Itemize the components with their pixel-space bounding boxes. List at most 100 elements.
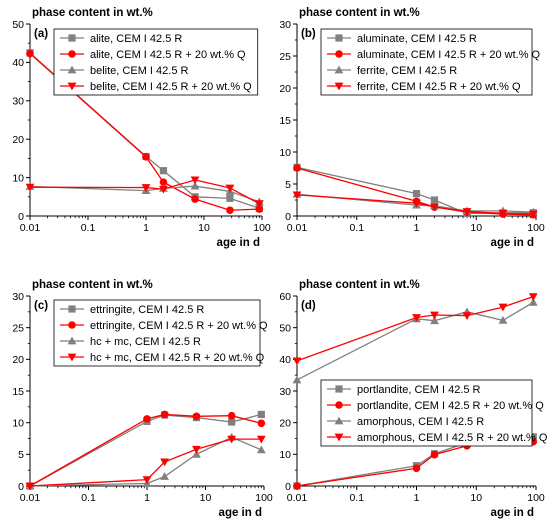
y-tick-label: 0 [18, 481, 24, 493]
x-tick-label: 0.01 [287, 492, 308, 504]
legend-label: ettringite, CEM I 42.5 R [90, 304, 204, 316]
y-tick-label: 5 [18, 449, 24, 461]
panel-label: (c) [34, 300, 48, 312]
x-tick-label: 10 [200, 492, 212, 504]
data-point [141, 184, 151, 192]
y-tick-label: 20 [279, 83, 291, 95]
data-point [25, 482, 35, 491]
y-tick-label: 40 [279, 354, 291, 366]
y-tick-label: 30 [12, 96, 24, 108]
legend-entry: belite, CEM I 42.5 R + 20 wt.% Q [60, 81, 252, 93]
legend: aluminate, CEM I 42.5 R aluminate, CEM I … [320, 28, 541, 96]
x-tick-label: 100 [255, 492, 273, 504]
data-point [462, 312, 472, 321]
data-point [257, 419, 266, 428]
legend-label: portlandite, CEM I 42.5 R + 20 wt.% Q [357, 400, 544, 412]
series-line [296, 193, 534, 213]
legend-marker [334, 65, 344, 74]
y-tick-label: 50 [279, 322, 291, 334]
data-point [257, 410, 265, 419]
x-axis-label: age in d [219, 507, 262, 519]
legend: portlandite, CEM I 42.5 R portlandite, CE… [320, 379, 548, 447]
x-tick-label: 10 [470, 492, 482, 504]
legend-marker [334, 416, 344, 425]
legend-marker [335, 50, 343, 58]
chart-title: phase content in wt.% [32, 279, 153, 291]
legend-marker [334, 433, 344, 442]
legend-label: portlandite, CEM I 42.5 R [357, 384, 481, 396]
y-tick-label: 60 [279, 291, 291, 303]
legend-marker [335, 385, 343, 393]
chart-title: phase content in wt.% [299, 279, 420, 291]
data-point [228, 418, 236, 426]
chart-title: phase content in wt.% [299, 7, 420, 19]
data-point [412, 314, 421, 322]
y-tick-label: 30 [12, 291, 24, 303]
data-point [159, 178, 168, 187]
data-point [227, 411, 236, 420]
legend-label: aluminate, CEM I 42.5 R + 20 wt.% Q [357, 49, 541, 61]
y-tick-label: 25 [12, 322, 24, 334]
legend-entry: ettringite, CEM I 42.5 R [60, 304, 204, 316]
data-point [227, 435, 237, 444]
data-point [226, 206, 234, 215]
x-axis-label: age in d [491, 507, 534, 519]
series-line [296, 194, 534, 215]
legend: alite, CEM I 42.5 R alite, CEM I 42.5 R +… [53, 28, 259, 96]
data-point [191, 195, 199, 203]
chart-panel: phase content in wt.% 0.01 0.1 1 10 100 0 10 20 3… [279, 279, 548, 519]
data-point [160, 410, 169, 419]
y-tick-label: 10 [279, 147, 291, 159]
y-tick-label: 20 [279, 417, 291, 429]
x-tick-label: 1 [144, 492, 150, 504]
legend-label: hc + mc, CEM I 42.5 R [90, 336, 201, 348]
legend-entry: ferrite, CEM I 42.5 R [327, 65, 457, 77]
data-point [190, 176, 200, 185]
data-point [292, 357, 302, 366]
data-point [160, 458, 170, 467]
x-tick-label: 0.1 [81, 222, 96, 234]
series-line [296, 166, 534, 215]
data-point [528, 293, 538, 302]
x-tick-label: 10 [198, 222, 210, 234]
data-point [528, 297, 538, 306]
x-tick-label: 100 [253, 222, 271, 234]
legend-label: alite, CEM I 42.5 R + 20 wt.% Q [90, 49, 246, 61]
legend-box [320, 28, 533, 96]
legend-label: belite, CEM I 42.5 R + 20 wt.% Q [90, 81, 252, 93]
y-tick-label: 0 [18, 211, 24, 223]
data-point [225, 184, 235, 193]
legend-label: alite, CEM I 42.5 R [90, 33, 182, 45]
legend-marker [67, 336, 77, 345]
legend-entry: ferrite, CEM I 42.5 R + 20 wt.% Q [327, 81, 521, 93]
series-line [29, 185, 260, 203]
panel-label: (a) [34, 28, 48, 40]
legend-entry: aluminate, CEM I 42.5 R [327, 33, 477, 45]
data-point [412, 199, 421, 208]
legend-marker [67, 82, 77, 91]
data-point [254, 200, 264, 209]
data-point [430, 316, 439, 325]
legend: ettringite, CEM I 42.5 R ettringite, CEM … [53, 299, 268, 367]
legend-entry: amorphous, CEM I 42.5 R + 20 wt.% Q [327, 432, 548, 444]
data-point [430, 203, 439, 212]
legend-label: hc + mc, CEM I 42.5 R + 20 wt.% Q [90, 352, 265, 364]
y-tick-label: 30 [279, 19, 291, 31]
legend-entry: belite, CEM I 42.5 R [60, 65, 188, 77]
panel-label: (d) [301, 300, 316, 312]
data-point [462, 208, 472, 216]
data-point [25, 183, 35, 192]
y-tick-label: 30 [279, 386, 291, 398]
legend-marker [335, 34, 343, 42]
data-point [256, 435, 266, 444]
legend-label: ettringite, CEM I 42.5 R + 20 wt.% Q [90, 320, 268, 332]
chart-panel: phase content in wt.% 0.01 0.1 1 10 100 0 5 10 15… [12, 279, 273, 519]
data-point [292, 375, 302, 384]
data-point [142, 153, 150, 161]
legend-entry: amorphous, CEM I 42.5 R [327, 416, 484, 428]
data-point [529, 433, 537, 441]
legend-box [53, 299, 261, 367]
legend-label: amorphous, CEM I 42.5 R [357, 416, 484, 428]
data-point [430, 311, 439, 320]
series-line [296, 296, 534, 362]
